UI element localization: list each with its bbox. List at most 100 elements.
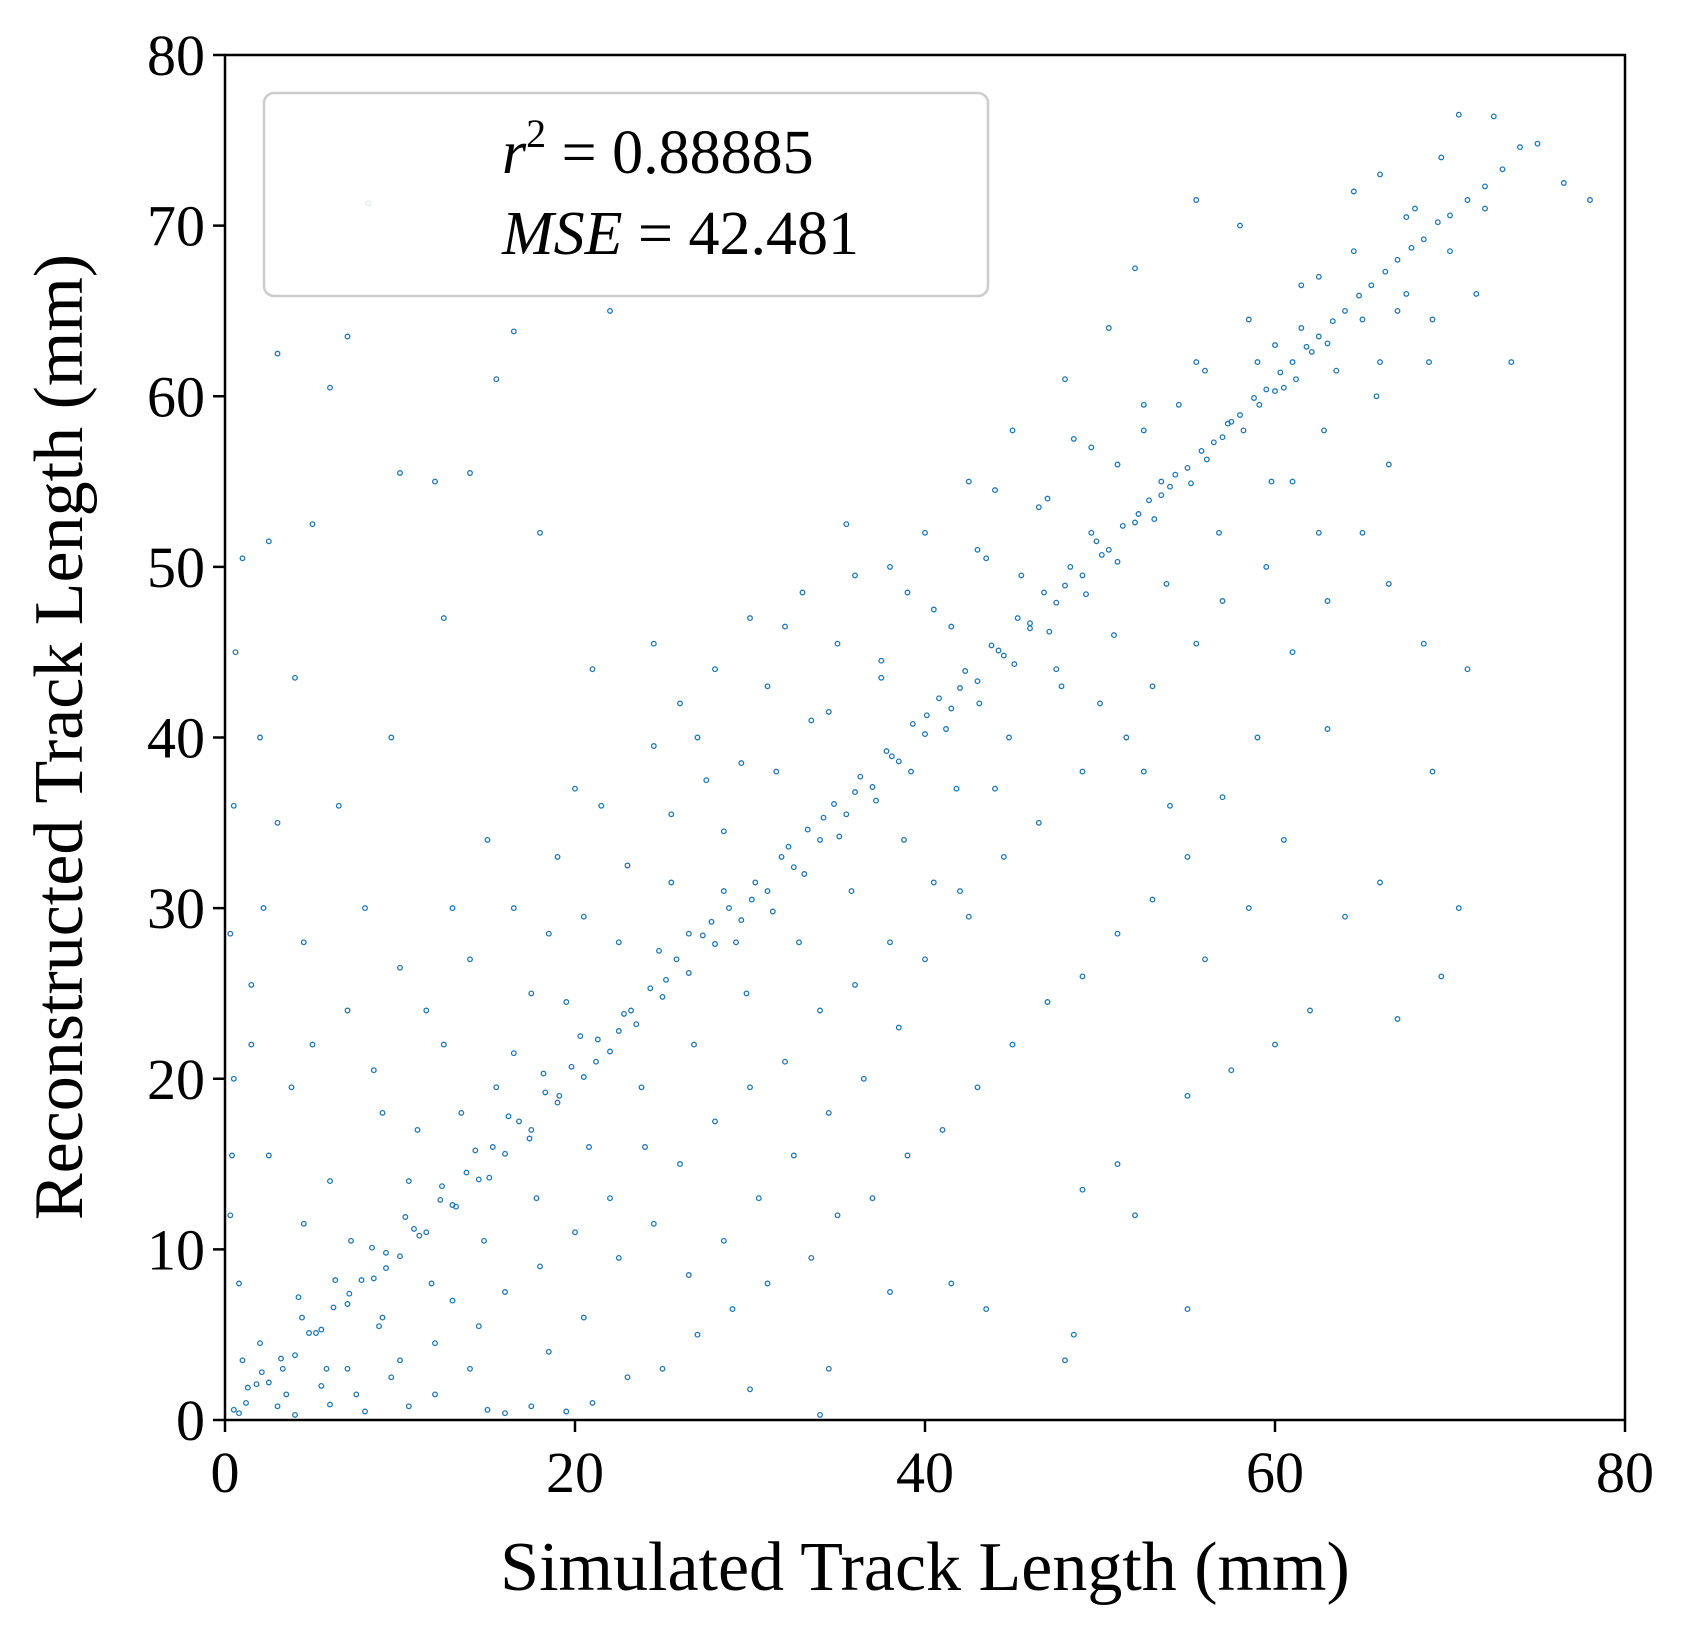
scatter-point: [790, 1152, 797, 1159]
scatter-point: [895, 1024, 902, 1031]
scatter-point: [685, 970, 692, 976]
scatter-point: [1202, 956, 1208, 963]
scatter-point: [673, 956, 680, 963]
scatter-point: [953, 785, 960, 792]
scatter-point: [568, 1063, 575, 1070]
scatter-point: [1342, 307, 1348, 314]
scatter-point: [1149, 896, 1156, 903]
scatter-point: [708, 918, 715, 925]
scatter-point: [712, 666, 718, 673]
scatter-point: [1403, 290, 1410, 297]
scatter-point: [1009, 427, 1016, 434]
scatter-point: [1167, 483, 1173, 490]
scatter-point: [423, 1007, 430, 1014]
scatter-point: [411, 1225, 417, 1232]
scatter-point: [589, 666, 596, 673]
scatter-point: [834, 1212, 841, 1219]
scatter-point: [528, 1403, 535, 1410]
scatter-point: [537, 529, 543, 536]
scatter-point: [1111, 632, 1117, 639]
scatter-point: [1114, 558, 1121, 565]
scatter-point: [1184, 1306, 1191, 1313]
scatter-point: [344, 1301, 351, 1307]
scatter-point: [1114, 930, 1121, 937]
scatter-point: [1308, 348, 1315, 355]
scatter-point: [526, 1135, 533, 1142]
scatter-point: [1184, 853, 1191, 860]
scatter-point: [694, 1331, 701, 1338]
scatter-point: [1119, 522, 1126, 529]
scatter-point: [638, 1084, 645, 1091]
scatter-point: [292, 1411, 298, 1418]
scatter-point: [992, 785, 998, 792]
legend-mse-var: MSE: [501, 200, 623, 268]
scatter-point: [484, 836, 491, 843]
scatter-point: [1053, 599, 1060, 606]
scatter-point: [1046, 628, 1053, 635]
scatter-point: [869, 1195, 876, 1202]
scatter-point: [650, 1220, 657, 1227]
scatter-point: [607, 1195, 613, 1202]
x-tick-label: 40: [896, 1440, 954, 1505]
scatter-point: [449, 1297, 456, 1304]
scatter-point: [733, 939, 739, 946]
scatter-point: [279, 1365, 286, 1372]
scatter-point: [481, 1237, 487, 1244]
scatter-point: [344, 1365, 351, 1372]
scatter-point: [1167, 802, 1173, 809]
scatter-point: [796, 939, 802, 946]
scatter-point: [726, 905, 732, 912]
x-axis-title: Simulated Track Length (mm): [500, 1529, 1350, 1606]
scatter-point: [878, 674, 885, 681]
scatter-point: [820, 814, 827, 821]
scatter-point: [1272, 342, 1278, 349]
scatter-point: [318, 1382, 325, 1389]
scatter-point: [1123, 734, 1130, 741]
scatter-point: [318, 1326, 325, 1333]
scatter-point: [1163, 580, 1170, 587]
scatter-point: [528, 990, 535, 997]
scatter-point: [379, 1314, 386, 1321]
scatter-point: [825, 708, 832, 715]
x-tick-label: 80: [1596, 1440, 1654, 1505]
scatter-point: [825, 1365, 832, 1372]
scatter-point: [1385, 580, 1392, 587]
scatter-point: [402, 1214, 409, 1220]
scatter-point: [1070, 1331, 1077, 1338]
scatter-point: [769, 908, 776, 915]
scatter-point: [1184, 464, 1191, 471]
scatter-point: [335, 802, 342, 809]
scatter-point: [857, 773, 864, 780]
scatter-point: [416, 1232, 423, 1239]
scatter-point: [1006, 734, 1012, 741]
scatter-point: [1315, 529, 1322, 536]
scatter-point: [545, 930, 552, 937]
scatter-point: [288, 1084, 295, 1091]
scatter-point: [1429, 768, 1436, 775]
scatter-point: [540, 1070, 547, 1077]
scatter-point: [1219, 434, 1226, 441]
scatter-point: [1324, 340, 1331, 347]
scatter-point: [656, 947, 662, 954]
scatter-point: [1254, 359, 1261, 366]
scatter-point: [432, 478, 438, 485]
scatter-point: [278, 1355, 284, 1362]
scatter-point: [1158, 478, 1165, 485]
scatter-point: [397, 1357, 403, 1364]
scatter-point: [922, 731, 928, 738]
scatter-point: [577, 1033, 584, 1040]
scatter-point: [1035, 504, 1042, 511]
scatter-point: [748, 896, 755, 903]
scatter-point: [572, 1229, 578, 1236]
scatter-point: [1280, 384, 1287, 391]
scatter-point: [852, 789, 858, 796]
x-axis-ticks: 0 20 40 60 80: [211, 1420, 1654, 1505]
scatter-point: [1193, 359, 1200, 366]
scatter-point: [1058, 683, 1065, 690]
scatter-point: [1044, 999, 1051, 1005]
scatter-point: [1114, 1161, 1121, 1168]
scatter-point: [1079, 973, 1086, 980]
scatter-point: [995, 647, 1002, 654]
legend-r2-var: r: [502, 119, 527, 187]
scatter-point: [388, 734, 395, 741]
